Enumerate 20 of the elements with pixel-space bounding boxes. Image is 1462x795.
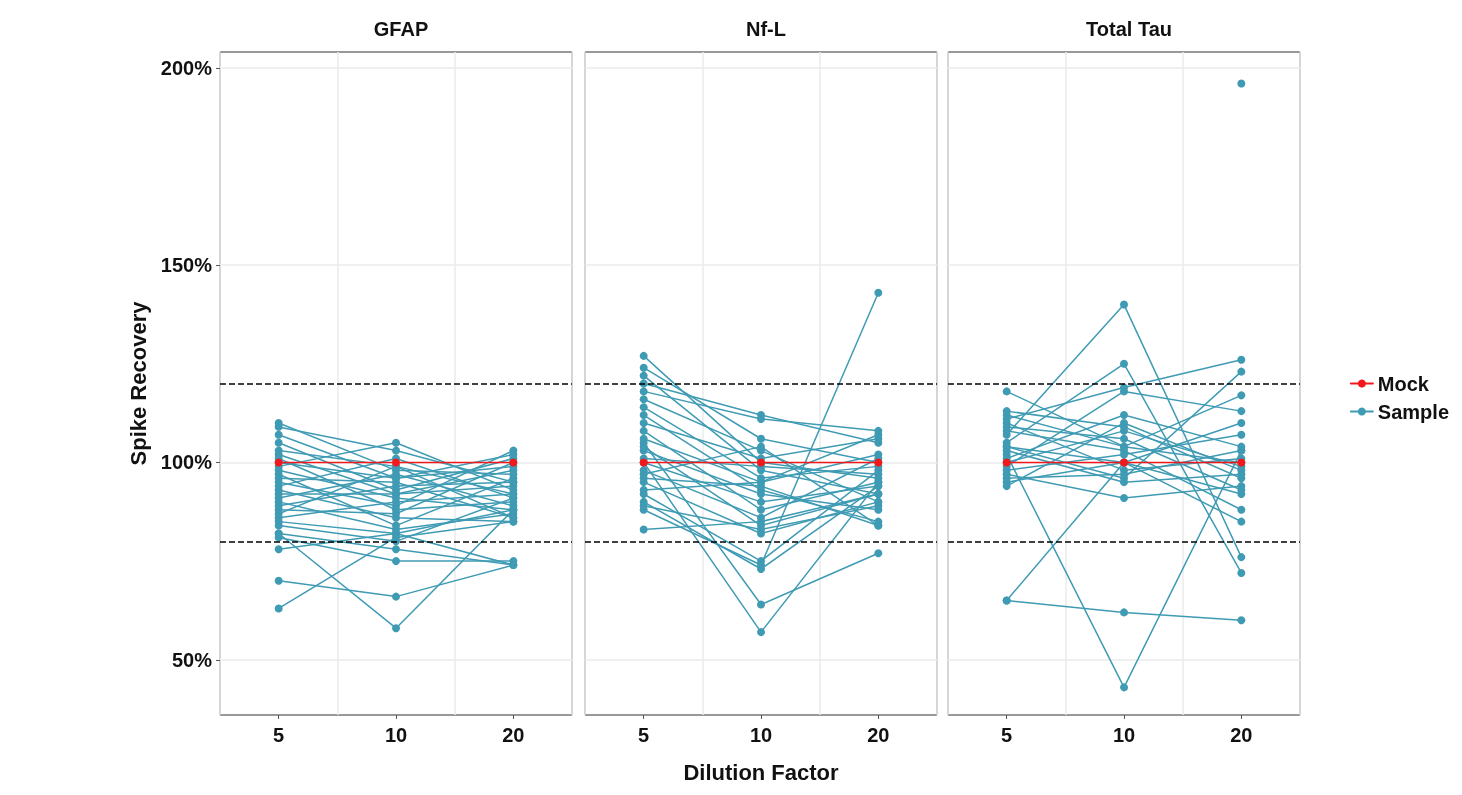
chart-title: GFAP — [373, 18, 429, 40]
x-tick-label: 10 — [384, 724, 408, 746]
y-tick-label: 100% — [160, 451, 213, 474]
chart-title: Total Tau — [1086, 18, 1172, 40]
y-tick-label: 200% — [160, 56, 213, 79]
y-tick-label: 150% — [160, 254, 213, 277]
x-tick-label: 10 — [1112, 724, 1136, 746]
x-tick-label: 5 — [638, 724, 650, 746]
x-tick-label: 10 — [749, 724, 773, 746]
x-tick-label: 20 — [1230, 724, 1253, 746]
y-axis-title: Spike Recovery — [126, 300, 152, 466]
y-tick-label: 50% — [171, 648, 213, 671]
x-axis-title: Dilution Factor — [683, 759, 840, 785]
x-tick-label: 20 — [502, 724, 525, 746]
chart-title: Nf-L — [746, 18, 786, 40]
legend-label: Mock — [1377, 372, 1430, 395]
x-tick-label: 20 — [867, 724, 890, 746]
legend-label: Sample — [1377, 400, 1450, 423]
x-tick-label: 5 — [1001, 724, 1013, 746]
x-tick-label: 5 — [273, 724, 285, 746]
